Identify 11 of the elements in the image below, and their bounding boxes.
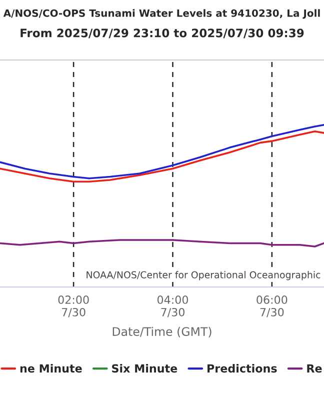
x-tick-label: 02:00 7/30	[58, 296, 89, 318]
legend-label: ne Minute	[20, 364, 82, 373]
legend-label: Six Minute	[112, 364, 178, 373]
legend-label: Predictions	[208, 364, 277, 373]
x-tick-label: 04:00 7/30	[157, 296, 188, 318]
legend-label: Re	[307, 364, 322, 373]
x-axis-title: Date/Time (GMT)	[112, 326, 212, 338]
chart-title: A/NOS/CO-OPS Tsunami Water Levels at 9410230, La Joll	[3, 9, 320, 19]
chart-subtitle: From 2025/07/29 23:10 to 2025/07/30 09:39	[20, 28, 304, 38]
annotation: NOAA/NOS/Center for Operational Oceanographic	[86, 271, 320, 280]
x-tick-label: 06:00 7/30	[256, 296, 288, 318]
